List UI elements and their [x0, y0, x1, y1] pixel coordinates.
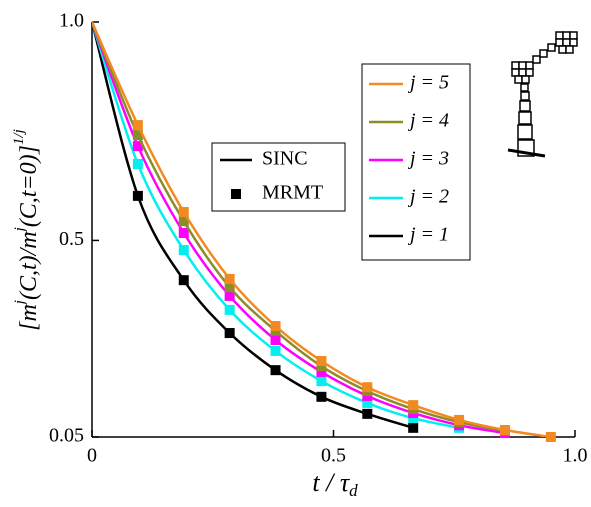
marker	[178, 275, 189, 286]
x-tick-label: 0.5	[321, 445, 346, 467]
marker	[178, 245, 189, 256]
marker	[132, 130, 143, 141]
marker	[270, 321, 281, 332]
legend-label: MRMT	[262, 182, 323, 204]
marker	[316, 361, 327, 372]
marker	[132, 190, 143, 201]
marker	[224, 328, 235, 339]
marker	[362, 397, 373, 408]
y-label: [mj(C,t)/mj(C,t=0)]1/j	[11, 129, 41, 331]
y-label-part: (C,t=0)]	[16, 145, 42, 227]
marker	[270, 335, 281, 346]
marker	[316, 366, 327, 377]
y-label-sup: j	[12, 227, 28, 233]
marker	[499, 425, 510, 436]
marker	[270, 365, 281, 376]
y-label-part: (C,t)/m	[16, 231, 42, 300]
icon-line	[507, 148, 546, 158]
y-tick-label: 1.0	[59, 10, 84, 32]
x-tick-label: 0	[87, 445, 97, 467]
legend-box	[211, 142, 346, 212]
marker	[132, 141, 143, 152]
x-label-sub: d	[349, 481, 358, 500]
marker	[316, 355, 327, 366]
marker	[362, 382, 373, 393]
x-label-part: t	[312, 468, 320, 497]
legend-label: j = 1	[407, 224, 449, 246]
marker	[408, 422, 419, 433]
marker	[178, 216, 189, 227]
marker	[224, 290, 235, 301]
y-label-sup: j	[12, 300, 28, 306]
marker	[316, 391, 327, 402]
marker	[178, 207, 189, 218]
marker	[408, 413, 419, 424]
legend-marker	[231, 189, 241, 199]
marker	[408, 400, 419, 411]
marker	[270, 345, 281, 356]
marker	[454, 414, 465, 425]
y-tick-label: 0.5	[59, 228, 84, 250]
x-label-part: / τ	[320, 468, 351, 497]
polymer-icon	[511, 31, 578, 157]
legend-label: j = 3	[407, 148, 449, 170]
marker	[316, 376, 327, 387]
legend-label: SINC	[262, 148, 308, 170]
marker	[362, 408, 373, 419]
legend-label: j = 2	[407, 186, 449, 208]
y-tick-label: 0.05	[49, 425, 84, 447]
legend-label: j = 5	[407, 72, 449, 94]
y-label-sup: 1/j	[11, 129, 27, 145]
marker	[224, 304, 235, 315]
y-label-part: [m	[16, 304, 42, 331]
x-label: t / τd	[312, 468, 358, 500]
x-tick-label: 1.0	[563, 445, 588, 467]
marker	[224, 273, 235, 284]
marker	[178, 227, 189, 238]
legend-label: j = 4	[407, 110, 449, 132]
marker	[132, 158, 143, 169]
legend-box	[361, 63, 471, 261]
marker	[545, 432, 556, 442]
marker	[132, 120, 143, 131]
marker	[224, 282, 235, 293]
series-line	[92, 21, 552, 437]
